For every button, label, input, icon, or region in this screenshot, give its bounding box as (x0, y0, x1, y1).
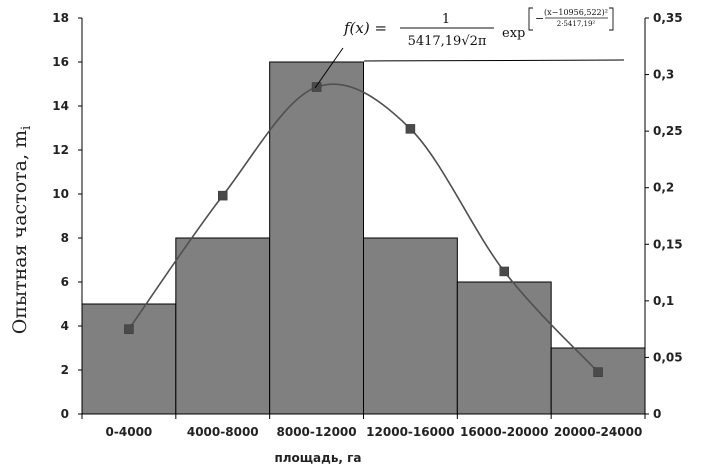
bar-0-4000 (81, 303, 177, 415)
axis-labels-group: Опытная частота, mi площадь, га (9, 126, 362, 465)
x-tick-label: 12000-16000 (366, 425, 454, 439)
formula-pointer-line (314, 47, 344, 89)
left-tick-label: 16 (52, 55, 69, 69)
curve-point-20000-24000 (593, 367, 603, 377)
left-tick-label: 6 (61, 275, 69, 289)
left-tick-label: 12 (52, 143, 69, 157)
curve-group (124, 47, 625, 377)
curve-point-0-4000 (124, 324, 134, 334)
left-tick-label: 2 (61, 363, 69, 377)
x-tick-label: 16000-20000 (460, 425, 548, 439)
formula-minus: − (535, 12, 544, 25)
left-tick-label: 18 (52, 11, 69, 25)
curve-point-12000-16000 (405, 124, 416, 134)
formula-annotation: f(x) = 1 5417,19√2π exp − (x−10956,522)²… (343, 7, 614, 49)
formula-leader-line (363, 59, 625, 62)
x-tick-label: 0-4000 (106, 425, 153, 439)
bar-20000-24000 (550, 347, 646, 415)
formula-denominator: 5417,19√2π (408, 34, 487, 49)
bars-group (81, 61, 646, 415)
left-tick-label: 4 (61, 319, 69, 333)
curve-point-16000-20000 (499, 266, 509, 277)
left-tick-label: 8 (61, 231, 69, 245)
formula-exp-denominator: 2·5417,19² (557, 20, 596, 28)
left-tick-label: 0 (61, 407, 69, 421)
bar-4000-8000 (175, 237, 271, 415)
left-tick-label: 14 (52, 99, 69, 113)
right-tick-label: 0,35 (653, 11, 683, 25)
formula-exp-numerator: (x−10956,522)² (544, 8, 608, 17)
ticks-group: 0 2 4 6 8 10 12 14 16 18 0 0,05 0,1 0,15 0,2 0,25 0,3 0,3… (52, 11, 682, 439)
formula-numerator: 1 (442, 12, 450, 27)
x-tick-label: 8000-12000 (277, 425, 357, 439)
formula-exp: exp (502, 26, 525, 41)
curve-point-8000-12000 (311, 82, 322, 92)
right-tick-label: 0 (653, 407, 661, 421)
right-tick-label: 0,3 (653, 68, 674, 82)
bar-16000-20000 (456, 281, 552, 415)
formula-close-bracket (609, 7, 614, 31)
left-tick-label: 10 (52, 187, 69, 201)
x-tick-label: 4000-8000 (187, 425, 259, 439)
x-axis-label: площадь, га (274, 451, 361, 465)
y-axis-label: Опытная частота, mi (9, 126, 34, 334)
density-curve (128, 83, 599, 373)
bar-8000-12000 (269, 61, 364, 415)
formula-lhs: f(x) = (343, 19, 387, 37)
right-tick-label: 0,2 (653, 181, 674, 195)
bar-12000-16000 (363, 237, 458, 415)
right-tick-label: 0,15 (653, 237, 683, 251)
right-tick-label: 0,05 (653, 350, 683, 364)
right-tick-label: 0,1 (653, 294, 674, 308)
formula-open-bracket (528, 7, 533, 31)
x-tick-label: 20000-24000 (554, 425, 642, 439)
right-tick-label: 0,25 (653, 124, 683, 138)
curve-point-4000-8000 (218, 190, 228, 201)
